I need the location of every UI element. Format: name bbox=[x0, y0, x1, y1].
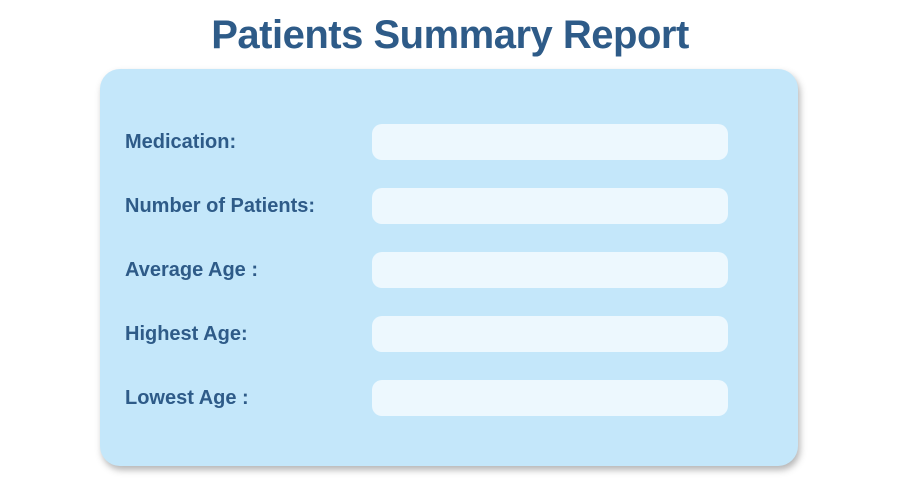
medication-field[interactable] bbox=[372, 124, 728, 160]
highest-age-field[interactable] bbox=[372, 316, 728, 352]
highest-age-row: Highest Age: bbox=[125, 316, 728, 352]
medication-row: Medication: bbox=[125, 124, 728, 160]
page-title: Patients Summary Report bbox=[211, 13, 689, 57]
lowest-age-row: Lowest Age : bbox=[125, 380, 728, 416]
number-of-patients-row: Number of Patients: bbox=[125, 188, 728, 224]
number-of-patients-label: Number of Patients: bbox=[125, 194, 316, 217]
average-age-row: Average Age : bbox=[125, 252, 728, 288]
lowest-age-label: Lowest Age : bbox=[125, 386, 249, 409]
highest-age-label: Highest Age: bbox=[125, 322, 248, 345]
lowest-age-field[interactable] bbox=[372, 380, 728, 416]
average-age-label: Average Age : bbox=[125, 258, 259, 281]
summary-card: Medication: Number of Patients: Average … bbox=[100, 69, 798, 466]
average-age-field[interactable] bbox=[372, 252, 728, 288]
number-of-patients-field[interactable] bbox=[372, 188, 728, 224]
medication-label: Medication: bbox=[125, 130, 237, 153]
